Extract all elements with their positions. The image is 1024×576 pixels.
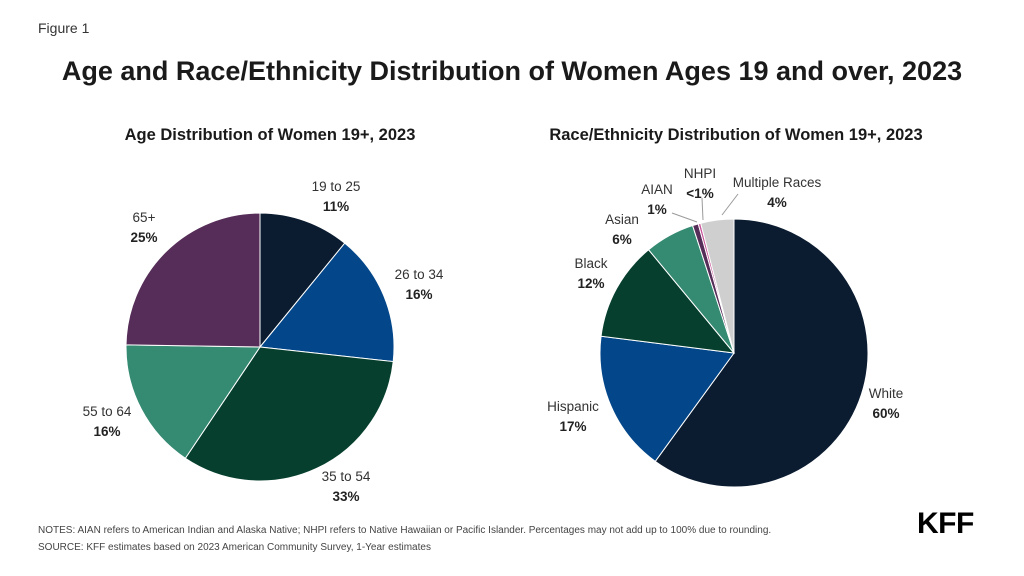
- slice-percent-asian: 6%: [612, 232, 632, 247]
- kff-logo: KFF: [917, 507, 974, 540]
- slice-label-hispanic: Hispanic: [547, 399, 599, 414]
- pie-slice-35-to-54: [184, 346, 394, 482]
- notes-text: NOTES: AIAN refers to American Indian an…: [38, 525, 772, 536]
- slice-label-white: White: [869, 386, 904, 401]
- slice-percent-black: 12%: [577, 276, 604, 291]
- slice-label-26-to-34: 26 to 34: [395, 267, 444, 282]
- slice-label-65: 65+: [133, 210, 156, 225]
- slice-label-nhpi: NHPI: [684, 166, 716, 181]
- slice-percent-19-to-25: 11%: [323, 199, 349, 214]
- pie-slice-white: [654, 218, 869, 488]
- slice-label-19-to-25: 19 to 25: [312, 179, 361, 194]
- slice-percent-26-to-34: 16%: [405, 287, 432, 302]
- leader-line-aian: [671, 212, 698, 223]
- figure-label: Figure 1: [38, 20, 90, 36]
- pie-slice-multiple-races: [700, 218, 735, 354]
- pie-slice-65: [125, 212, 261, 348]
- slice-percent-35-to-54: 33%: [332, 489, 359, 504]
- slice-label-multiple-races: Multiple Races: [733, 175, 822, 190]
- age-chart-title: Age Distribution of Women 19+, 2023: [124, 126, 416, 144]
- slice-label-black: Black: [574, 256, 607, 271]
- pie-slice-black: [600, 249, 736, 354]
- slice-percent-nhpi: <1%: [686, 186, 713, 201]
- slice-percent-65: 25%: [130, 230, 157, 245]
- race-chart-title: Race/Ethnicity Distribution of Women 19+…: [549, 126, 923, 144]
- source-text: SOURCE: KFF estimates based on 2023 Amer…: [38, 542, 431, 553]
- slice-percent-hispanic: 17%: [559, 419, 586, 434]
- pie-slice-19-to-25: [259, 212, 346, 349]
- slice-label-asian: Asian: [605, 212, 639, 227]
- pie-slice-55-to-64: [125, 344, 261, 459]
- pie-slice-hispanic: [599, 335, 735, 463]
- slice-label-35-to-54: 35 to 54: [322, 469, 371, 484]
- slice-percent-multiple-races: 4%: [767, 195, 787, 210]
- slice-label-aian: AIAN: [641, 182, 673, 197]
- slice-percent-white: 60%: [872, 406, 899, 421]
- leader-line-multiple-races: [721, 193, 739, 216]
- pie-slice-26-to-34: [259, 242, 395, 363]
- slice-label-55-to-64: 55 to 64: [83, 404, 132, 419]
- slice-percent-55-to-64: 16%: [93, 424, 120, 439]
- main-title: Age and Race/Ethnicity Distribution of W…: [61, 56, 963, 86]
- leader-line-nhpi: [701, 197, 704, 221]
- slice-percent-aian: 1%: [647, 202, 667, 217]
